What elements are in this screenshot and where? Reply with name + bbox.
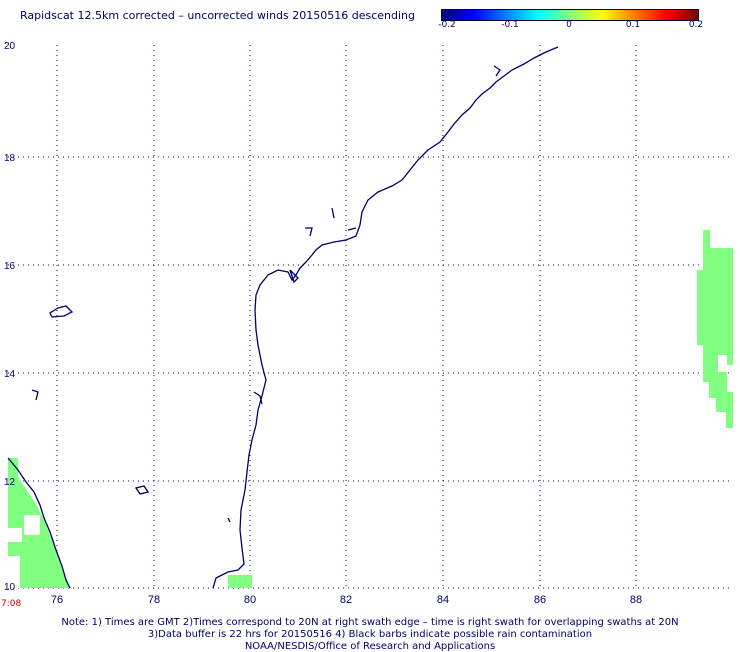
colorbar-tick: 0.2 bbox=[688, 20, 704, 30]
lon-label: 86 bbox=[534, 594, 546, 606]
lon-labels: 76 78 80 82 84 86 88 bbox=[51, 594, 642, 606]
colorbar bbox=[441, 9, 699, 21]
swath-right bbox=[697, 230, 733, 428]
swath-cell bbox=[8, 458, 18, 478]
colorbar-tick: 0.1 bbox=[625, 20, 641, 30]
coastline bbox=[7, 46, 559, 589]
lat-label: 20 bbox=[4, 41, 16, 52]
time-label: 7:08 bbox=[1, 599, 22, 609]
island bbox=[31, 389, 39, 401]
lat-label: 18 bbox=[4, 153, 16, 164]
colorbar-tick: -0.2 bbox=[438, 20, 456, 30]
colorbar-tick: -0.1 bbox=[501, 20, 519, 30]
swath-gap bbox=[8, 528, 22, 542]
lon-label: 80 bbox=[244, 594, 256, 606]
map-frame bbox=[8, 45, 733, 588]
lat-labels: 20 18 16 14 12 10 bbox=[4, 41, 16, 593]
lon-label: 76 bbox=[51, 594, 63, 606]
inlet bbox=[253, 391, 263, 405]
lat-label: 14 bbox=[4, 369, 16, 380]
lat-label: 16 bbox=[4, 261, 16, 272]
lon-label: 88 bbox=[630, 594, 642, 606]
inlet bbox=[331, 207, 335, 219]
coast-west bbox=[7, 457, 71, 589]
swath-data bbox=[8, 230, 733, 588]
coast-east-india bbox=[212, 46, 559, 589]
colorbar-tick: 0 bbox=[566, 20, 572, 30]
swath-bottom bbox=[228, 575, 252, 588]
inlet bbox=[227, 517, 231, 523]
lat-label: 12 bbox=[4, 477, 16, 488]
note-line-3: NOAA/NESDIS/Office of Research and Appli… bbox=[244, 641, 496, 652]
island bbox=[49, 305, 74, 318]
swath-gap bbox=[8, 556, 20, 588]
note-line-2: 3)Data buffer is 22 hrs for 20150516 4) … bbox=[147, 629, 593, 640]
swath-gap bbox=[24, 515, 40, 535]
inlet bbox=[493, 65, 501, 77]
inlet bbox=[289, 269, 299, 284]
lon-label: 82 bbox=[340, 594, 352, 606]
lon-label: 78 bbox=[148, 594, 160, 606]
map-title: Rapidscat 12.5km corrected – uncorrected… bbox=[20, 9, 416, 22]
note-line-1: Note: 1) Times are GMT 2)Times correspon… bbox=[61, 617, 679, 628]
island bbox=[134, 485, 150, 495]
inlet bbox=[347, 227, 357, 231]
lat-label: 10 bbox=[4, 582, 16, 593]
inlet bbox=[305, 227, 313, 237]
lon-label: 84 bbox=[437, 594, 449, 606]
graticule bbox=[8, 45, 733, 589]
